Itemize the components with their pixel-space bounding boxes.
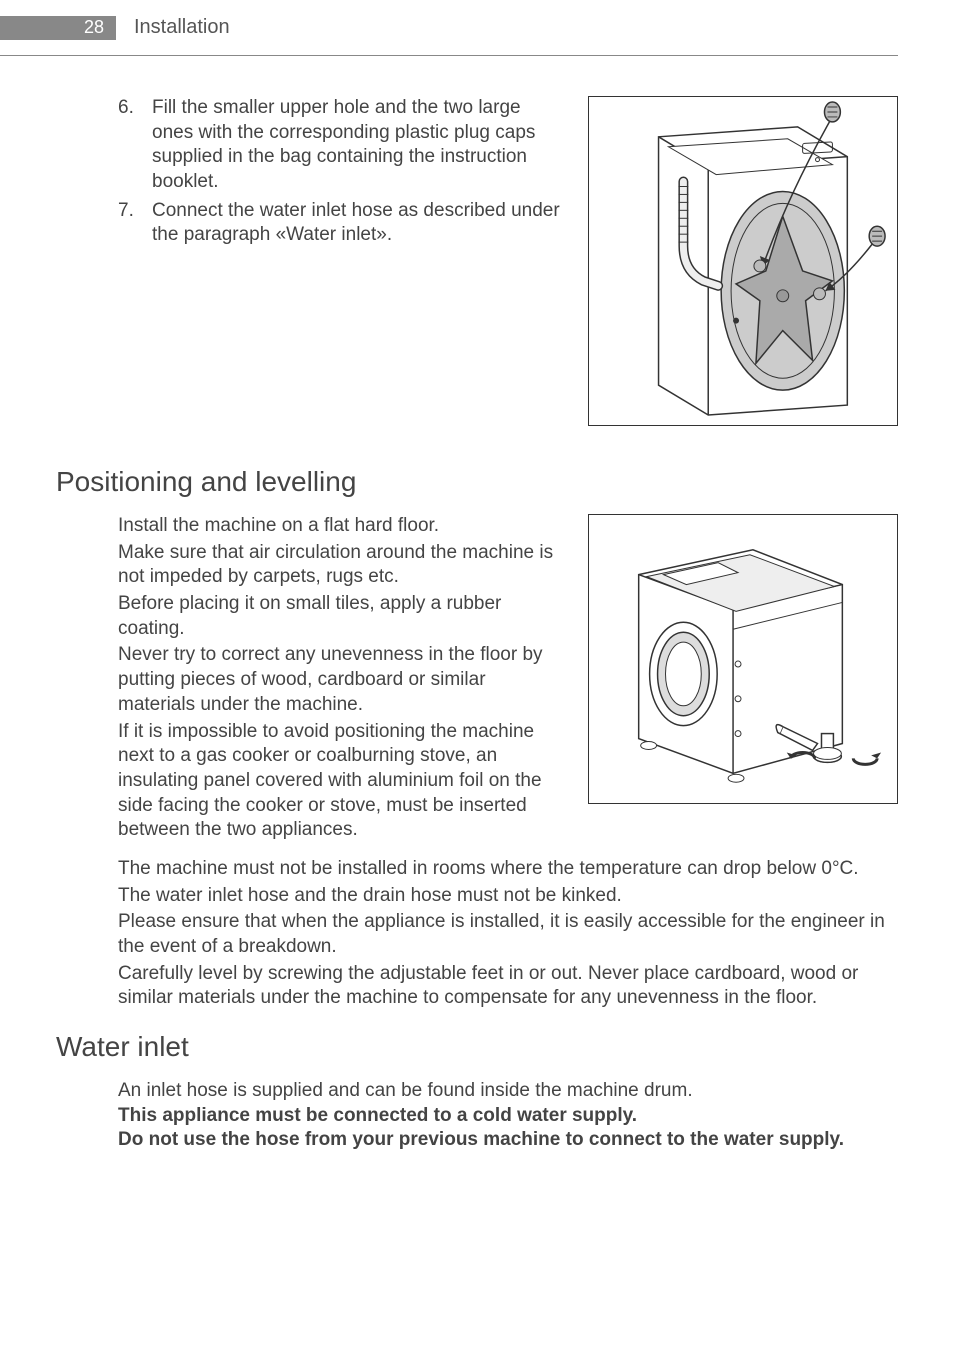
heading-water-inlet: Water inlet xyxy=(56,1031,898,1063)
water-inlet-text: An inlet hose is supplied and can be fou… xyxy=(56,1079,898,1153)
paragraph: Before placing it on small tiles, apply … xyxy=(118,592,564,641)
paragraph: An inlet hose is supplied and can be fou… xyxy=(118,1079,898,1104)
paragraph: Please ensure that when the appliance is… xyxy=(118,910,898,959)
numbered-list: 6. Fill the smaller upper hole and the t… xyxy=(56,96,564,426)
positioning-text-column: Install the machine on a flat hard floor… xyxy=(56,514,564,845)
page-number-box: 28 xyxy=(0,16,116,40)
paragraph: Make sure that air circulation around th… xyxy=(118,541,564,590)
list-text: Connect the water inlet hose as describe… xyxy=(152,199,564,248)
paragraph: If it is impossible to avoid positioning… xyxy=(118,720,564,843)
list-item: 6. Fill the smaller upper hole and the t… xyxy=(118,96,564,195)
positioning-full-width-text: The machine must not be installed in roo… xyxy=(56,857,898,1011)
paragraph-bold: This appliance must be connected to a co… xyxy=(118,1104,898,1129)
positioning-section: Install the machine on a flat hard floor… xyxy=(56,514,898,845)
list-text: Fill the smaller upper hole and the two … xyxy=(152,96,564,195)
paragraph: The water inlet hose and the drain hose … xyxy=(118,884,898,909)
diagram-washing-machine-back xyxy=(589,97,897,425)
page-number: 28 xyxy=(84,17,104,38)
rotation-arrow-icon xyxy=(853,752,881,764)
paragraph: The machine must not be installed in roo… xyxy=(118,857,898,882)
paragraph: Never try to correct any unevenness in t… xyxy=(118,643,564,717)
diagram-levelling-feet xyxy=(589,515,897,803)
paragraph-bold: Do not use the hose from your previous m… xyxy=(118,1128,898,1153)
paragraph: Carefully level by screwing the adjustab… xyxy=(118,962,898,1011)
list-number: 6. xyxy=(118,96,152,195)
page-content: 6. Fill the smaller upper hole and the t… xyxy=(0,56,954,1153)
header-section-title: Installation xyxy=(134,16,230,39)
figure-machine-back xyxy=(588,96,898,426)
list-number: 7. xyxy=(118,199,152,248)
top-section: 6. Fill the smaller upper hole and the t… xyxy=(56,96,898,426)
page-header: 28 Installation xyxy=(0,0,898,56)
paragraph: Install the machine on a flat hard floor… xyxy=(118,514,564,539)
list-item: 7. Connect the water inlet hose as descr… xyxy=(118,199,564,248)
heading-positioning: Positioning and levelling xyxy=(56,466,898,498)
figure-levelling xyxy=(588,514,898,804)
